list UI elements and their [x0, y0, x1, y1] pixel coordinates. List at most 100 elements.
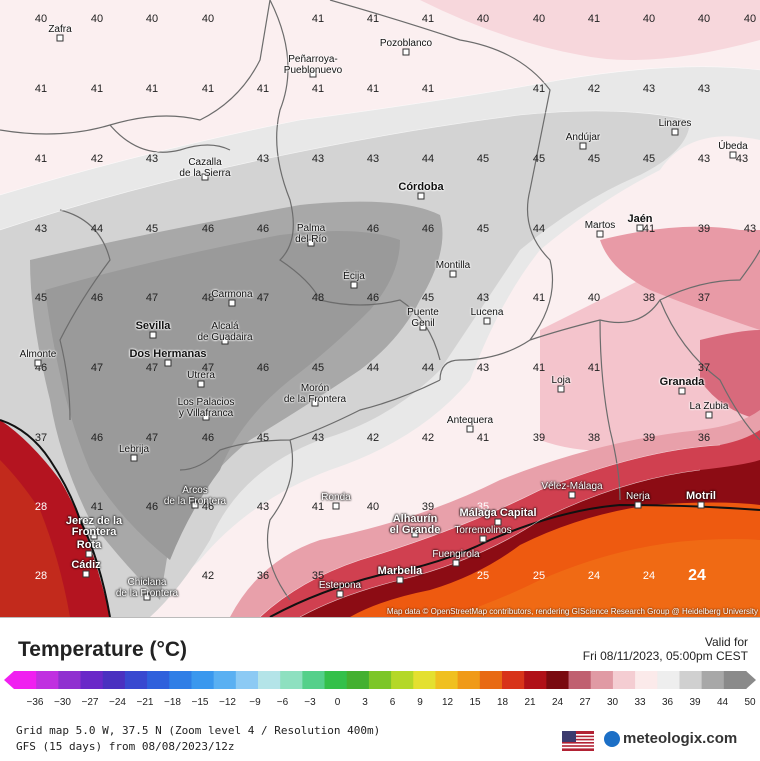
place-marker [729, 151, 737, 159]
temperature-value: 41 [587, 13, 601, 25]
place-marker [697, 501, 705, 509]
place-label[interactable]: Pozoblanco [379, 38, 433, 49]
temperature-value: 46 [366, 292, 380, 304]
scale-color-segment [457, 671, 481, 689]
place-label[interactable]: Los Palacios y Villafranca [177, 397, 235, 419]
place-label[interactable]: Alhaurín el Grande [389, 513, 441, 536]
brand-logo[interactable]: meteologix.com [604, 730, 737, 747]
temperature-value: 43 [366, 153, 380, 165]
place-label[interactable]: Martos [584, 220, 616, 231]
place-marker [494, 518, 502, 526]
place-label[interactable]: Carmona [211, 289, 253, 300]
place-label[interactable]: Fuengirola [432, 549, 480, 560]
scale-color-segment [413, 671, 436, 689]
temperature-value: 47 [201, 362, 215, 374]
temperature-value: 40 [145, 13, 159, 25]
temperature-map[interactable]: 40 40 40 40 41 41 41 40 40 41 40 40 40 41 41 41 41 41 41 41… [0, 0, 760, 617]
temperature-value: 36 [697, 432, 711, 444]
temperature-value: 45 [476, 223, 490, 235]
place-marker [90, 532, 98, 540]
place-label[interactable]: Arcos de la Frontera [163, 485, 227, 507]
place-marker [678, 387, 686, 395]
place-label[interactable]: Puente Genil [407, 307, 439, 329]
place-label[interactable]: Morón de la Frontera [283, 383, 347, 405]
place-label[interactable]: Sevilla [135, 320, 171, 332]
place-marker [82, 570, 90, 578]
place-marker [56, 34, 64, 42]
place-label[interactable]: Lucena [470, 307, 504, 318]
place-label[interactable]: Lebrija [118, 444, 150, 455]
place-label[interactable]: Loja [551, 375, 571, 386]
temperature-value: 45 [145, 223, 159, 235]
place-label[interactable]: Cádiz [71, 559, 101, 571]
place-marker [479, 535, 487, 543]
temperature-value: 37 [697, 292, 711, 304]
temperature-value: 41 [532, 292, 546, 304]
temperature-value: 40 [34, 13, 48, 25]
scale-tick-label: −36 [26, 697, 44, 708]
place-label[interactable]: Jerez de la Frontera [65, 515, 123, 538]
map-attribution: Map data © OpenStreetMap contributors, r… [386, 607, 758, 616]
place-label[interactable]: Málaga Capital [459, 507, 537, 519]
model-info[interactable]: GFS (15 days) from 08/08/2023/12z [16, 740, 235, 753]
place-label[interactable]: Córdoba [398, 181, 444, 193]
scale-color-segment [502, 671, 525, 689]
place-marker [307, 239, 315, 247]
place-label[interactable]: Peñarroya- Pueblonuevo [283, 54, 343, 76]
place-label[interactable]: Vélez-Málaga [541, 481, 603, 492]
place-label[interactable]: Almonte [19, 349, 57, 360]
place-label[interactable]: Úbeda [718, 141, 748, 152]
place-marker [197, 380, 205, 388]
place-label[interactable]: Utrera [187, 370, 215, 381]
scale-color-segment [590, 671, 614, 689]
place-label[interactable]: Marbella [377, 565, 423, 577]
place-label[interactable]: Chiclana de la Frontera [115, 577, 179, 599]
place-label[interactable]: Écija [343, 271, 365, 282]
scale-color-segment [679, 671, 703, 689]
scale-color-segment [102, 671, 126, 689]
temperature-value: 44 [421, 362, 435, 374]
place-label[interactable]: Motril [686, 490, 716, 502]
place-label[interactable]: Cazalla de la Sierra [179, 157, 231, 179]
scale-color-segment [346, 671, 370, 689]
us-flag-icon[interactable] [562, 731, 594, 751]
place-label[interactable]: Estepona [318, 580, 362, 591]
temperature-value: 47 [145, 362, 159, 374]
place-label[interactable]: Torremolinos [454, 525, 512, 536]
temperature-value: 41 [34, 153, 48, 165]
place-label[interactable]: Zafra [48, 24, 72, 35]
place-label[interactable]: Rota [76, 539, 102, 551]
place-label[interactable]: Jaén [627, 213, 653, 225]
place-label[interactable]: La Zubia [689, 401, 729, 412]
place-marker [228, 299, 236, 307]
temperature-value: 45 [421, 292, 435, 304]
temperature-value: 40 [366, 501, 380, 513]
valid-time[interactable]: Fri 08/11/2023, 05:00pm CEST [582, 649, 748, 663]
temperature-value: 46 [90, 292, 104, 304]
place-label[interactable]: Antequera [446, 415, 494, 426]
place-label[interactable]: Granada [659, 376, 705, 388]
place-label[interactable]: Palma del Río [295, 223, 327, 245]
valid-label: Valid for [704, 635, 748, 649]
place-label[interactable]: Linares [658, 118, 692, 129]
temperature-value: 47 [90, 362, 104, 374]
temperature-value: 43 [311, 432, 325, 444]
place-label[interactable]: Dos Hermanas [129, 348, 207, 360]
place-label[interactable]: Nerja [626, 491, 650, 502]
scale-tick-label: 44 [716, 697, 729, 708]
temperature-value: 41 [366, 83, 380, 95]
temperature-value: 25 [476, 570, 490, 582]
place-label[interactable]: Alcalá de Guadaira [197, 321, 253, 343]
temperature-value: 46 [201, 501, 215, 513]
place-label[interactable]: Andújar [565, 132, 601, 143]
scale-tick-label: 24 [551, 697, 564, 708]
place-marker [143, 593, 151, 601]
scale-tick-label: 30 [606, 697, 619, 708]
temperature-value: 42 [587, 83, 601, 95]
temperature-value: 46 [90, 432, 104, 444]
scale-color-segment [568, 671, 592, 689]
temperature-value: 24 [587, 570, 601, 582]
temperature-value: 42 [201, 570, 215, 582]
place-label[interactable]: Ronda [321, 492, 351, 503]
place-label[interactable]: Montilla [435, 260, 471, 271]
